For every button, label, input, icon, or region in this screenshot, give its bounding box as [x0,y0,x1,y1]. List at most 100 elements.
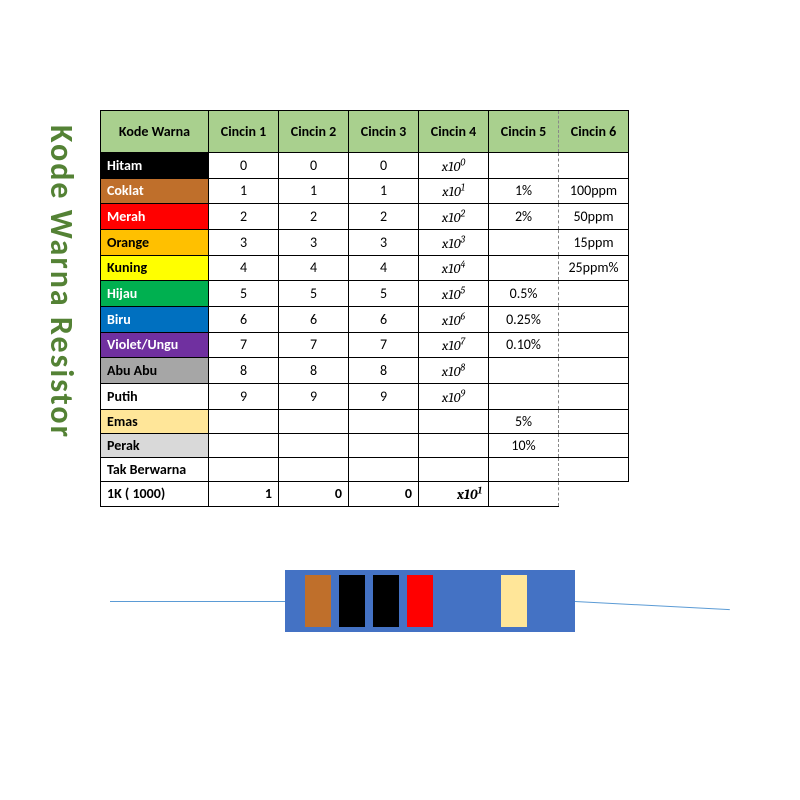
col-c2: Cincin 2 [279,111,349,153]
c6 [559,481,629,507]
c3: 4 [349,255,419,281]
table-row: Biru666x1060.25% [101,306,629,332]
c5: 0.10% [489,332,559,358]
c4: x106 [419,306,489,332]
c5: 0.25% [489,306,559,332]
color-name: Abu Abu [101,358,209,384]
resistor-color-table: Kode Warna Cincin 1 Cincin 2 Cincin 3 Ci… [100,110,629,507]
color-name: Hitam [101,153,209,179]
c2 [279,457,349,481]
resistor-diagram [285,570,575,632]
c1: 5 [209,281,279,307]
c3 [349,409,419,433]
table-row: Violet/Ungu777x1070.10% [101,332,629,358]
c5: 1% [489,178,559,204]
c4 [419,409,489,433]
c3: 5 [349,281,419,307]
table-row: Putih999x109 [101,383,629,409]
c3 [349,457,419,481]
example-row: 1K ( 1000)100x101 [101,481,629,507]
c1 [209,409,279,433]
table-row: Abu Abu888x108 [101,358,629,384]
color-name: Biru [101,306,209,332]
color-name: Putih [101,383,209,409]
c5 [489,229,559,255]
page-title-vertical: Kode Warna Resistor [42,125,81,439]
c6 [559,457,629,481]
c1: 8 [209,358,279,384]
c4 [419,433,489,457]
resistor-band [373,575,399,627]
c2: 7 [279,332,349,358]
c1: 2 [209,204,279,230]
c2: 0 [279,481,349,507]
resistor-lead-left [110,601,285,603]
c1: 4 [209,255,279,281]
c3: 8 [349,358,419,384]
col-c4: Cincin 4 [419,111,489,153]
c1: 0 [209,153,279,179]
c4: x104 [419,255,489,281]
c3: 0 [349,481,419,507]
header-row: Kode Warna Cincin 1 Cincin 2 Cincin 3 Ci… [101,111,629,153]
c6 [559,433,629,457]
c1 [209,457,279,481]
color-name: Kuning [101,255,209,281]
c2: 1 [279,178,349,204]
table-row: Emas5% [101,409,629,433]
c4: x108 [419,358,489,384]
c5 [489,481,559,507]
c5 [489,255,559,281]
c6: 100ppm [559,178,629,204]
color-name: Coklat [101,178,209,204]
c3: 9 [349,383,419,409]
c1: 7 [209,332,279,358]
col-kode: Kode Warna [101,111,209,153]
c6 [559,383,629,409]
c2 [279,409,349,433]
resistor-lead-right [575,601,730,611]
c4 [419,457,489,481]
c4: x100 [419,153,489,179]
c2: 5 [279,281,349,307]
c6: 15ppm [559,229,629,255]
c6 [559,358,629,384]
c4: x109 [419,383,489,409]
table-row: Hijau555x1050.5% [101,281,629,307]
c1: 6 [209,306,279,332]
c2: 9 [279,383,349,409]
c4: x101 [419,178,489,204]
resistor-band [305,575,331,627]
c5: 2% [489,204,559,230]
c2: 0 [279,153,349,179]
c3: 2 [349,204,419,230]
c6: 25ppm% [559,255,629,281]
color-name: Tak Berwarna [101,457,209,481]
color-name: Perak [101,433,209,457]
c1: 1 [209,178,279,204]
c5: 10% [489,433,559,457]
c6 [559,306,629,332]
c3: 0 [349,153,419,179]
c6 [559,332,629,358]
c1: 3 [209,229,279,255]
c4: x105 [419,281,489,307]
c5 [489,457,559,481]
table-row: Coklat111x1011%100ppm [101,178,629,204]
c6 [559,409,629,433]
table-row: Perak 10% [101,433,629,457]
c5 [489,153,559,179]
table-row: Hitam000x100 [101,153,629,179]
color-name: Emas [101,409,209,433]
c2: 8 [279,358,349,384]
color-name: Merah [101,204,209,230]
c4: x107 [419,332,489,358]
c4: x101 [419,481,489,507]
resistor-band [407,575,433,627]
c2: 6 [279,306,349,332]
c4: x102 [419,204,489,230]
c2: 2 [279,204,349,230]
c3: 6 [349,306,419,332]
c6: 50ppm [559,204,629,230]
c5 [489,383,559,409]
